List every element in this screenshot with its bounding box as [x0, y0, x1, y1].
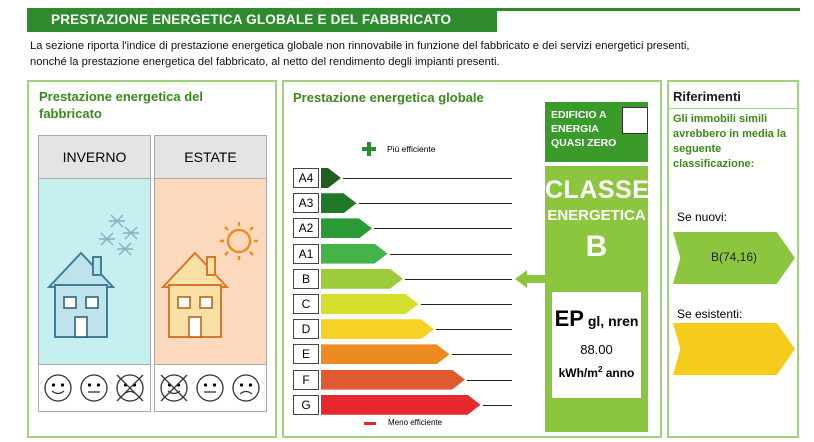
happy-face-crossed-icon [160, 374, 188, 402]
ep-box: EP gl, nren 88.00 kWh/m2 anno [545, 286, 648, 432]
ep-value: 88.00 [580, 342, 613, 357]
energy-class-arrow-a4 [321, 168, 341, 188]
energy-class-arrow-e [321, 344, 450, 364]
new-buildings-label: Se nuovi: [677, 210, 728, 224]
references-title: Riferimenti [673, 89, 741, 104]
energy-class-guide-g [482, 404, 512, 406]
header-rule [497, 8, 800, 11]
energy-class-label-a2: A2 [293, 218, 319, 239]
intro-text: La sezione riporta l'indice di prestazio… [30, 38, 810, 70]
energy-class-label-g: G [293, 394, 319, 415]
energy-class-arrow-d [321, 319, 434, 339]
class-indicator-arrow [515, 269, 545, 288]
neutral-face-icon [80, 374, 108, 402]
energy-class-arrow-g [321, 395, 481, 415]
building-performance-title: Prestazione energetica del fabbricato [39, 89, 204, 121]
sad-face-crossed-icon [116, 374, 144, 402]
energy-class-guide-f [467, 379, 512, 381]
ep-unit-suffix: anno [602, 366, 635, 380]
ep-label: EP [554, 306, 584, 331]
global-performance-panel: Prestazione energetica globale Più effic… [282, 80, 662, 438]
ep-unit-sup: 2 [597, 365, 603, 374]
energy-class-label-d: D [293, 319, 319, 340]
energy-class-label-f: F [293, 369, 319, 390]
winter-house-icon [46, 214, 139, 338]
energy-class-box: CLASSE ENERGETICA B [545, 166, 650, 286]
intro-line-2: nonché la prestazione energetica del fab… [30, 56, 500, 68]
energy-class-arrow-f [321, 370, 465, 390]
energy-class-label-c: C [293, 294, 319, 314]
energetica-label: ENERGETICA [547, 207, 646, 224]
references-panel: Riferimenti Gli immobili simili avrebber… [667, 80, 799, 438]
energy-class-arrow-b [321, 269, 403, 289]
energy-class-arrow-a3 [321, 193, 357, 213]
energy-class-arrow-a2 [321, 218, 372, 238]
energy-class-label-b: B [293, 268, 319, 289]
ep-unit: kWh/m2 anno [552, 365, 641, 380]
nzeb-checkbox [622, 107, 648, 134]
energy-class-guide-c [420, 304, 512, 305]
energy-class-guide-a4 [343, 178, 512, 179]
references-divider [669, 108, 797, 109]
existing-buildings-class-arrow [673, 323, 795, 375]
winter-panel [38, 179, 151, 365]
energy-class-guide-a3 [358, 203, 512, 205]
summer-panel [154, 179, 267, 365]
nzeb-label: EDIFICIO A ENERGIA QUASI ZERO [551, 109, 617, 149]
references-description: Gli immobili simili avrebbero in media l… [673, 113, 787, 170]
energy-class-guide-d [436, 329, 512, 331]
energy-class-guide-b [405, 278, 512, 280]
energy-class-arrow-c [321, 294, 419, 314]
less-efficient-label: Meno efficiente [388, 418, 443, 427]
happy-face-icon [44, 374, 72, 402]
new-buildings-class-arrow: B(74,16) [673, 232, 795, 284]
ep-subscript: gl, nren [587, 313, 639, 329]
energy-class-guide-a2 [374, 228, 512, 230]
global-performance-title: Prestazione energetica globale [293, 90, 484, 105]
intro-line-1: La sezione riporta l'indice di prestazio… [30, 40, 690, 52]
building-performance-panel: Prestazione energetica del fabbricato IN… [27, 80, 277, 438]
energy-class-guide-e [451, 354, 512, 356]
existing-buildings-label: Se esistenti: [677, 307, 743, 321]
ep-inner: EP gl, nren 88.00 kWh/m2 anno [552, 292, 641, 398]
energy-class-value: B [585, 230, 608, 263]
section-title: PRESTAZIONE ENERGETICA GLOBALE E DEL FAB… [51, 12, 452, 27]
winter-rating-box [38, 365, 151, 412]
ep-unit-base: kWh/m [558, 366, 598, 380]
classe-label: CLASSE [545, 176, 650, 204]
plus-icon [362, 142, 376, 156]
energy-class-label-a4: A4 [293, 168, 319, 188]
sad-face-icon [232, 374, 260, 402]
ep-heading: EP gl, nren [552, 306, 641, 332]
winter-header: INVERNO [38, 135, 151, 179]
minus-icon [364, 422, 376, 425]
more-efficient-label: Più efficiente [387, 144, 436, 154]
energy-class-arrow-a1 [321, 244, 388, 264]
energy-class-label-a3: A3 [293, 193, 319, 214]
neutral-face-icon [196, 374, 224, 402]
energy-class-label-e: E [293, 344, 319, 365]
summer-header: ESTATE [154, 135, 267, 179]
energy-class-label-a1: A1 [293, 243, 319, 264]
summer-house-icon [160, 222, 258, 338]
energy-class-guide-a1 [389, 253, 512, 255]
new-buildings-class-value: B(74,16) [710, 250, 758, 264]
summer-rating-box [154, 365, 267, 412]
section-header: PRESTAZIONE ENERGETICA GLOBALE E DEL FAB… [27, 8, 497, 32]
